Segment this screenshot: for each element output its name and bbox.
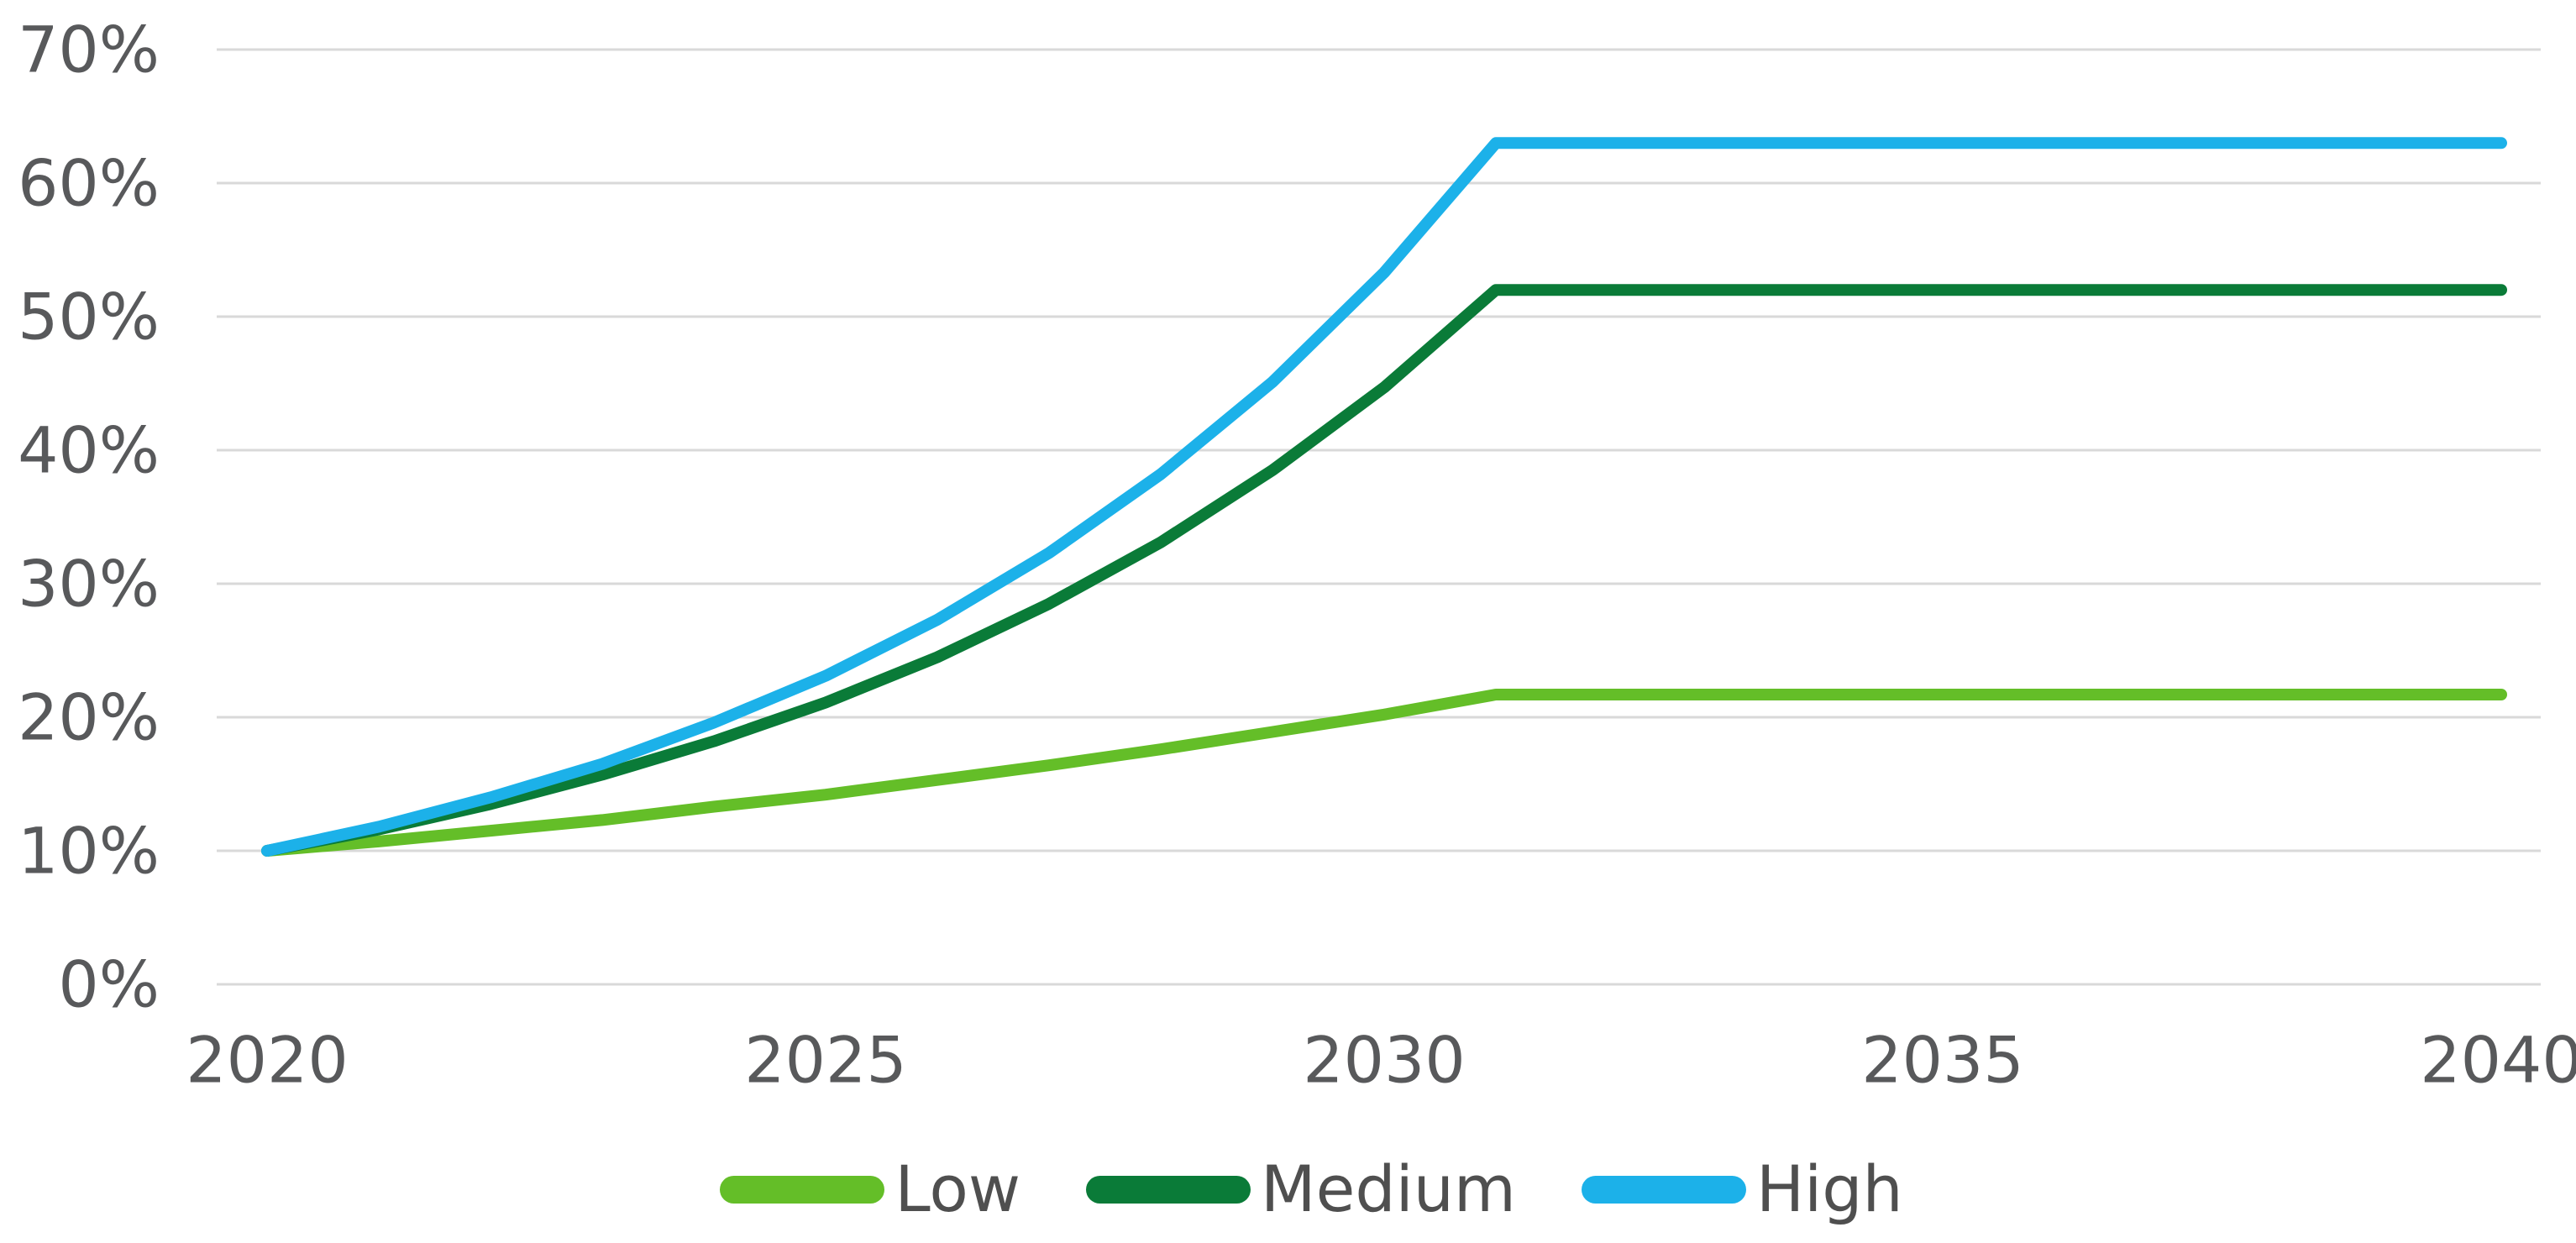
legend: Low Medium High (24, 1149, 2576, 1230)
legend-label-low: Low (895, 1151, 1021, 1226)
legend-swatch-high (1581, 1175, 1746, 1204)
legend-swatch-low (720, 1175, 885, 1204)
x-tick-label-2040: 2040 (2420, 1023, 2576, 1098)
y-tick-label-50%: 50% (18, 280, 160, 354)
legend-label-medium: Medium (1261, 1151, 1516, 1226)
x-tick-label-2020: 2020 (186, 1023, 348, 1098)
y-tick-label-10%: 10% (18, 814, 160, 889)
series-line-medium (261, 284, 2507, 857)
x-tick-label-2035: 2035 (1861, 1023, 2023, 1098)
legend-label-high: High (1755, 1151, 1903, 1226)
legend-item-high: High (1581, 1151, 1903, 1226)
y-tick-label-70%: 70% (18, 13, 160, 87)
legend-swatch-medium (1086, 1175, 1251, 1204)
legend-item-low: Low (720, 1157, 1020, 1221)
y-tick-label-0%: 0% (58, 947, 160, 1022)
y-tick-label-40%: 40% (18, 413, 160, 488)
y-tick-label-60%: 60% (18, 146, 160, 221)
y-tick-label-20%: 20% (18, 680, 160, 755)
y-tick-label-30%: 30% (18, 547, 160, 622)
series-line-low (261, 689, 2507, 857)
legend-item-medium: Medium (1086, 1157, 1516, 1221)
series-line-high (261, 137, 2507, 857)
x-tick-label-2025: 2025 (744, 1023, 906, 1098)
x-tick-label-2030: 2030 (1303, 1023, 1465, 1098)
